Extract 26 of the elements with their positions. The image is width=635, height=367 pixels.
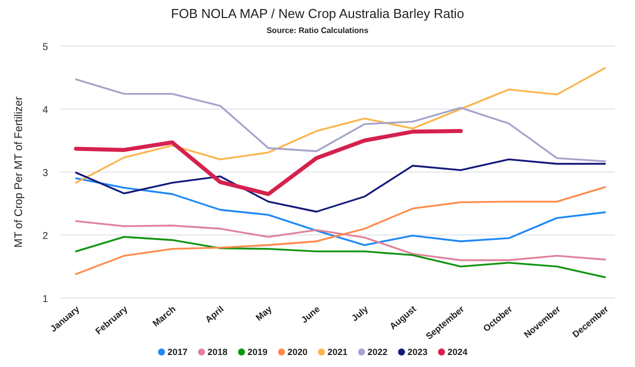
line-series xyxy=(75,158,606,213)
legend-label: 2018 xyxy=(208,347,228,357)
legend-label: 2022 xyxy=(368,347,388,357)
line-series xyxy=(75,220,606,262)
y-tick-label: 4 xyxy=(42,105,48,116)
legend-label: 2023 xyxy=(408,347,428,357)
line-series xyxy=(75,67,606,184)
x-tick-label: July xyxy=(350,304,370,324)
legend-label: 2021 xyxy=(328,347,348,357)
y-tick-label: 2 xyxy=(42,231,48,242)
y-tick-label: 3 xyxy=(42,168,48,179)
line-series xyxy=(75,78,606,162)
chart-title: FOB NOLA MAP / New Crop Australia Barley Ratio xyxy=(170,6,464,21)
legend-label: 2017 xyxy=(168,347,188,357)
x-tick-label: May xyxy=(254,304,274,323)
line-series xyxy=(75,186,606,275)
line-series xyxy=(75,236,606,278)
line-series xyxy=(75,177,606,246)
line-series xyxy=(74,129,463,196)
legend-label: 2020 xyxy=(288,347,308,357)
legend-label: 2019 xyxy=(248,347,268,357)
chart-subtitle: Source: Ratio Calculations xyxy=(266,26,369,35)
y-tick-label: 1 xyxy=(42,294,48,305)
y-tick-label: 5 xyxy=(42,42,48,53)
legend-label: 2024 xyxy=(448,347,468,357)
y-axis-title: MT of Crop Per MT of Fertilizer xyxy=(13,96,25,248)
